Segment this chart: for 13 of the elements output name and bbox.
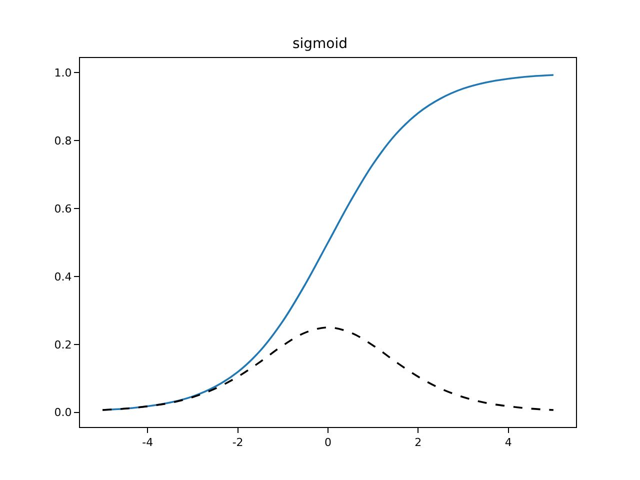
chart-title: sigmoid [292, 36, 348, 52]
y-tick-label: 1.0 [54, 66, 72, 80]
y-tick-label: 0.4 [54, 270, 72, 284]
x-tick-label: 4 [504, 436, 512, 450]
line-series [102, 326, 554, 411]
y-tick-label: 0.6 [54, 202, 72, 216]
x-tick-label: -2 [232, 436, 244, 450]
y-tick-label: 0.8 [54, 134, 72, 148]
x-tick-label: -4 [142, 436, 154, 450]
x-tick-label: 0 [324, 436, 332, 450]
x-tick-label: 2 [414, 436, 422, 450]
y-tick-label: 0.0 [54, 406, 72, 420]
y-tick-label: 0.2 [54, 338, 72, 352]
